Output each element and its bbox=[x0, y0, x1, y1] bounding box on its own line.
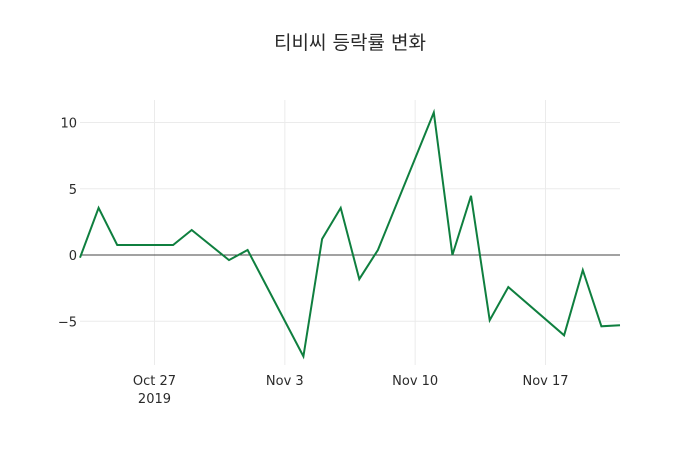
x-axis-ticks: Oct 27 2019 Nov 3 Nov 10 Nov 17 bbox=[133, 374, 569, 407]
series-line bbox=[79, 108, 621, 360]
x-tick-label: Nov 17 bbox=[522, 374, 568, 389]
y-tick-label: 5 bbox=[69, 183, 77, 198]
data-series bbox=[79, 108, 621, 360]
gridlines bbox=[80, 100, 620, 365]
chart-title: 티비씨 등락률 변화 bbox=[274, 32, 426, 54]
x-tick-label: Nov 10 bbox=[392, 374, 438, 389]
y-tick-label: −5 bbox=[58, 315, 77, 330]
x-tick-label: Oct 27 bbox=[133, 374, 176, 389]
x-tick-label: Nov 3 bbox=[266, 374, 304, 389]
y-tick-label: 0 bbox=[69, 249, 77, 264]
y-axis-ticks: 10 5 0 −5 bbox=[58, 117, 77, 331]
x-tick-sublabel: 2019 bbox=[138, 392, 171, 407]
y-tick-label: 10 bbox=[60, 117, 77, 132]
